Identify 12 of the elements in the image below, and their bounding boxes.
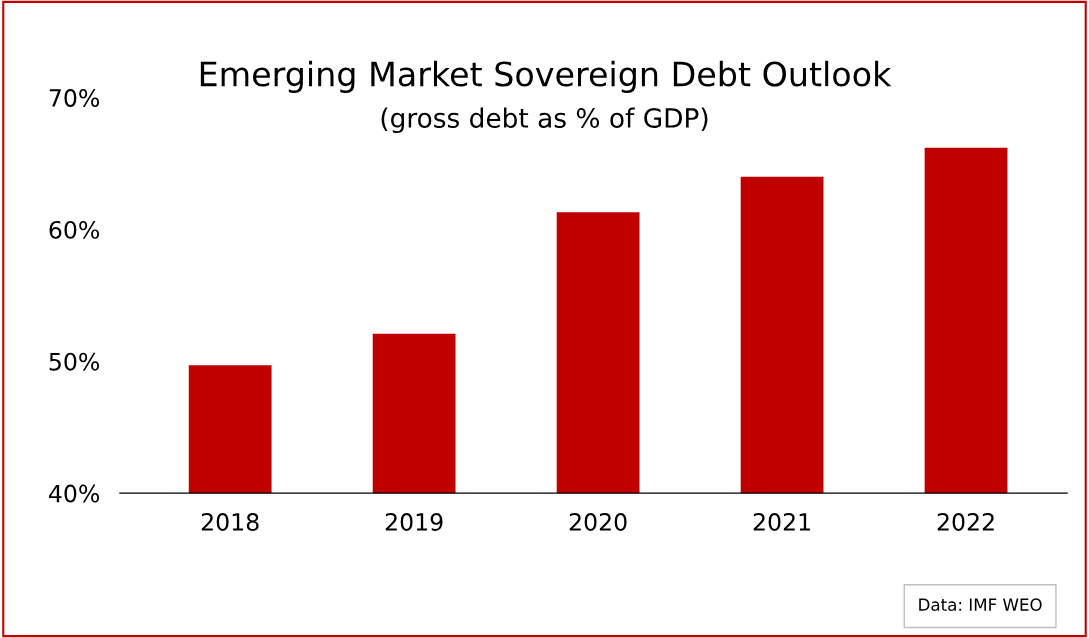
text: Data: IMF WEO bbox=[919, 598, 1042, 611]
x-tick-label: 2021 bbox=[753, 513, 810, 531]
x-tick-label: 2019 bbox=[385, 513, 443, 531]
y-tick-label: 70% bbox=[49, 89, 100, 107]
chart-title: Emerging Market Sovereign Debt Outlook bbox=[200, 60, 892, 94]
y-tick-label: 40% bbox=[49, 484, 100, 503]
chart-subtitle: (gross debt as % of GDP) bbox=[381, 107, 708, 134]
y-tick-label: 60% bbox=[49, 220, 100, 239]
x-tick-label: 2018 bbox=[201, 513, 259, 531]
x-tick-label: 2020 bbox=[569, 513, 627, 531]
x-tick-label: 2022 bbox=[937, 513, 994, 531]
y-tick-label: 50% bbox=[49, 352, 100, 371]
